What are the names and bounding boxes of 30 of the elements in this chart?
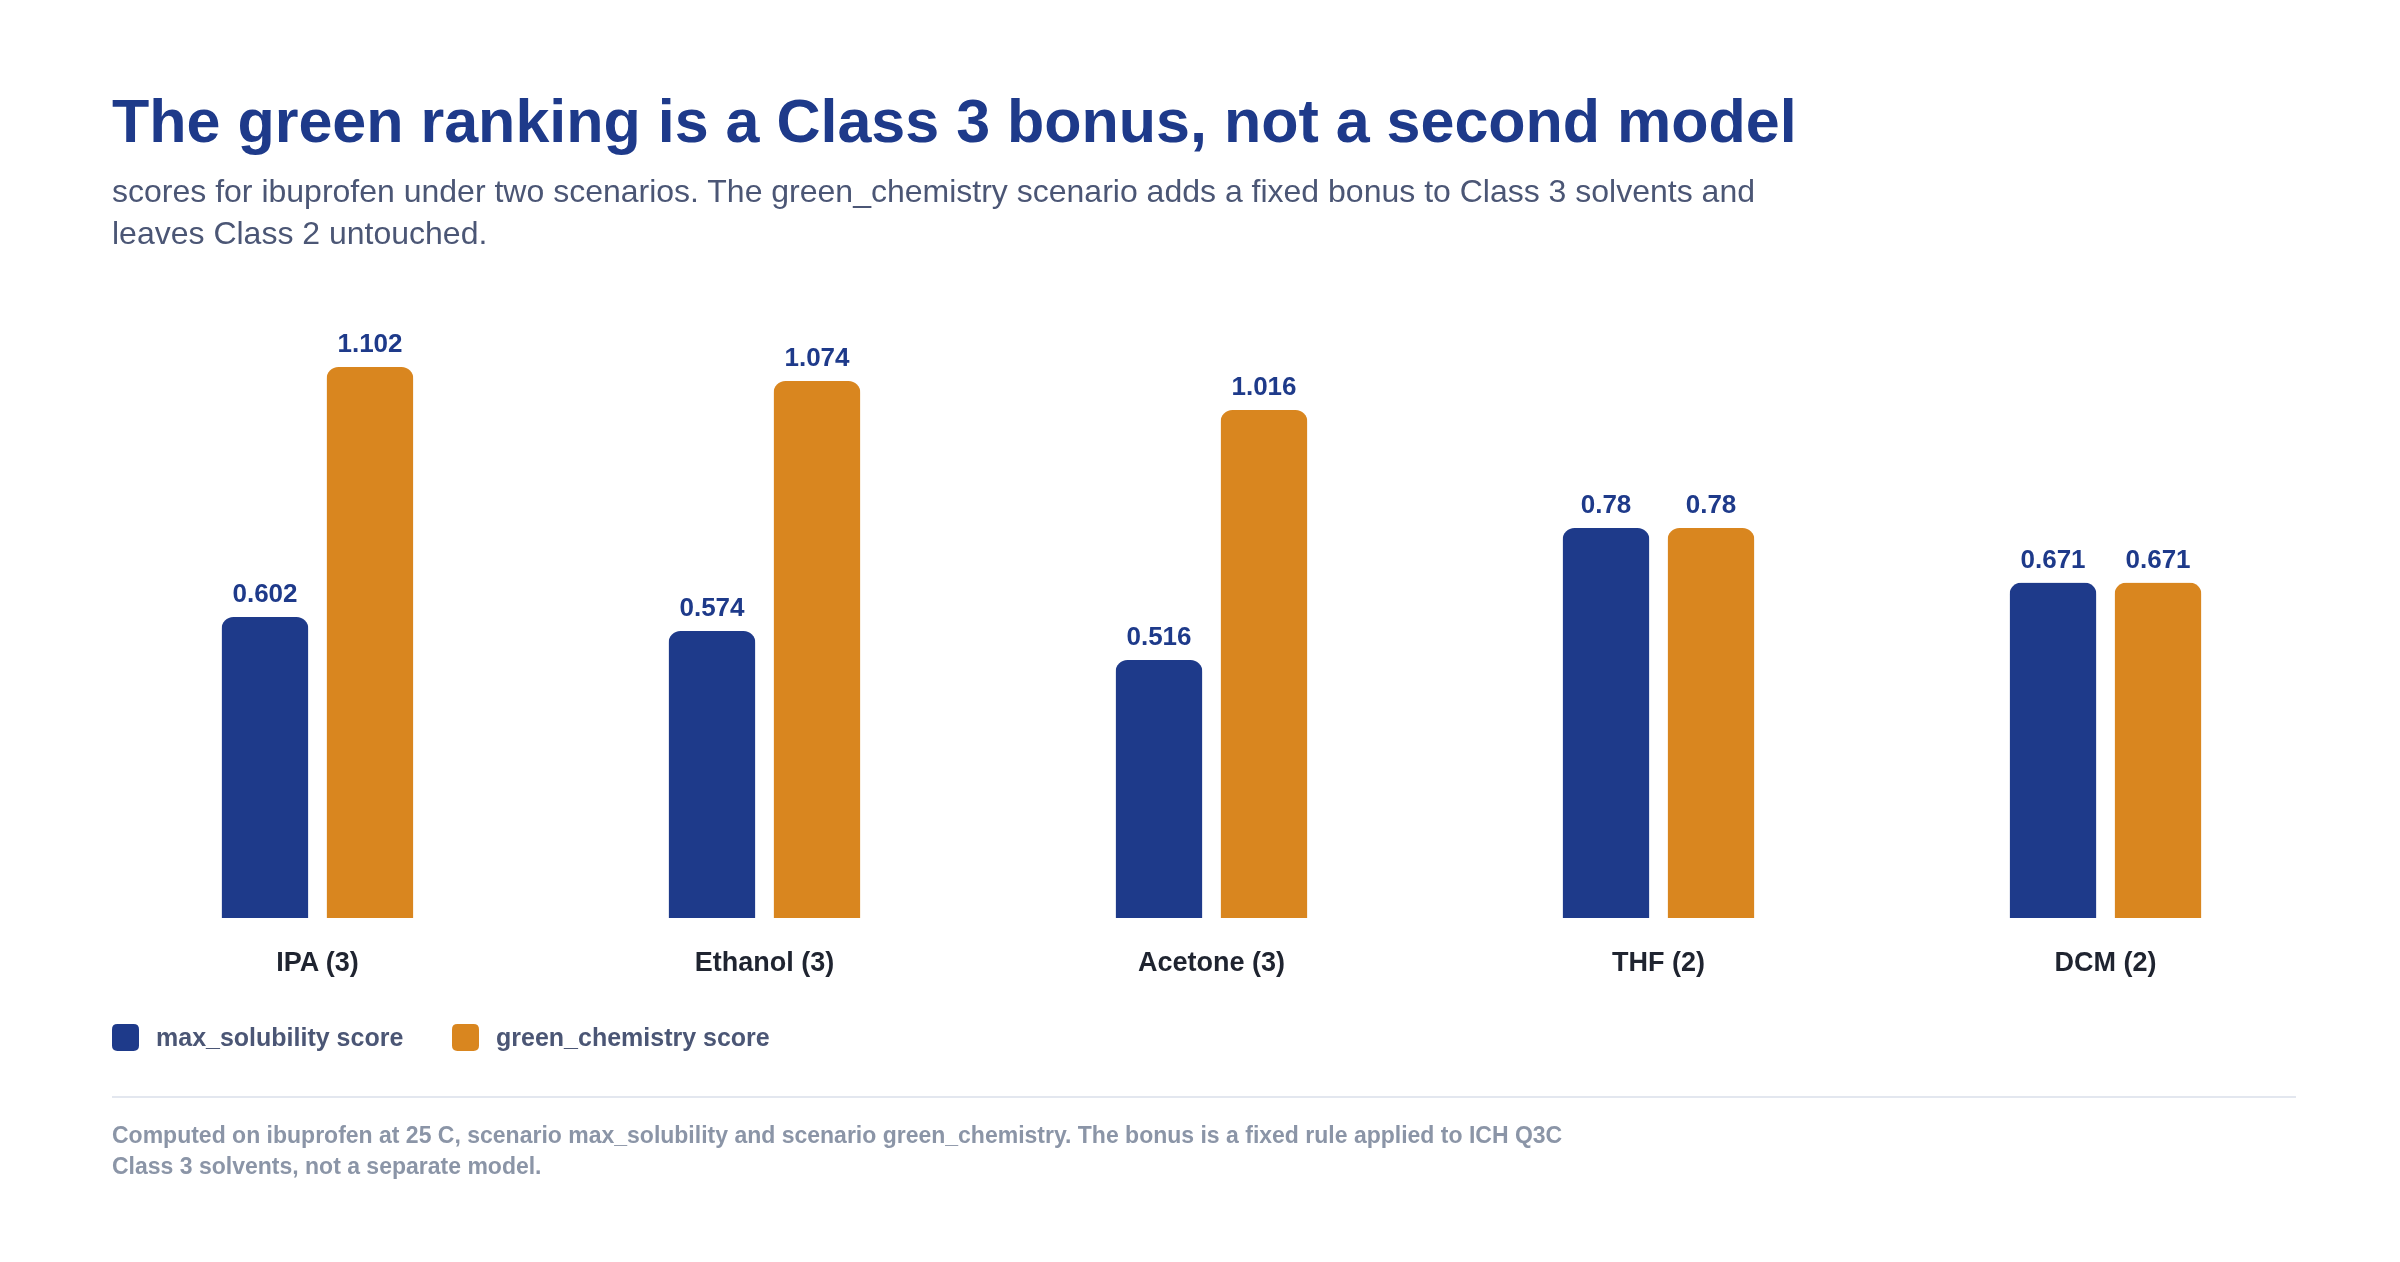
data-label: 0.78 — [1685, 489, 1737, 519]
data-label: 0.671 — [2020, 543, 2086, 574]
x-tick-label: Acetone (3) — [1137, 946, 1286, 977]
bar — [2009, 582, 2097, 918]
bar — [668, 631, 756, 918]
data-label: 1.102 — [337, 328, 403, 358]
x-tick-label: IPA (3) — [276, 946, 359, 977]
data-label: 0.516 — [1126, 621, 1192, 651]
data-label: 0.671 — [2125, 543, 2191, 574]
chart-subtitle: scores for ibuprofen under two scenarios. The green_chemistry scenario adds a fixed bonus to Class 3 solvents and leaves Class 2 untouched. — [112, 173, 1755, 251]
x-tick-label: THF (2) — [1612, 946, 1705, 977]
legend-label: green_chemistry score — [496, 1022, 770, 1051]
bar — [1667, 528, 1755, 918]
bar — [1562, 528, 1650, 918]
chart-title: The green ranking is a Class 3 bonus, not a second model — [112, 87, 1797, 155]
data-label: 0.78 — [1580, 489, 1632, 519]
x-tick-label: Ethanol (3) — [694, 946, 835, 977]
data-label: 1.016 — [1231, 371, 1297, 401]
bar — [1220, 410, 1308, 918]
legend-label: max_solubility score — [156, 1022, 404, 1051]
bar — [326, 367, 414, 918]
bar — [1115, 660, 1203, 918]
text: Computed on ibuprofen at 25 C, scenario max_solubility and scenario green_chemistry. The bonus is a fixed rule applied to ICH Q3C Class 3 solvents, not a separate model. — [112, 1122, 1563, 1179]
x-tick-label: DCM (2) — [2054, 946, 2157, 977]
data-label: 0.574 — [679, 592, 746, 622]
data-label: 0.602 — [232, 578, 298, 608]
bar — [221, 617, 309, 918]
data-label: 1.074 — [784, 342, 851, 372]
bar — [2114, 582, 2202, 918]
bar — [773, 381, 861, 918]
